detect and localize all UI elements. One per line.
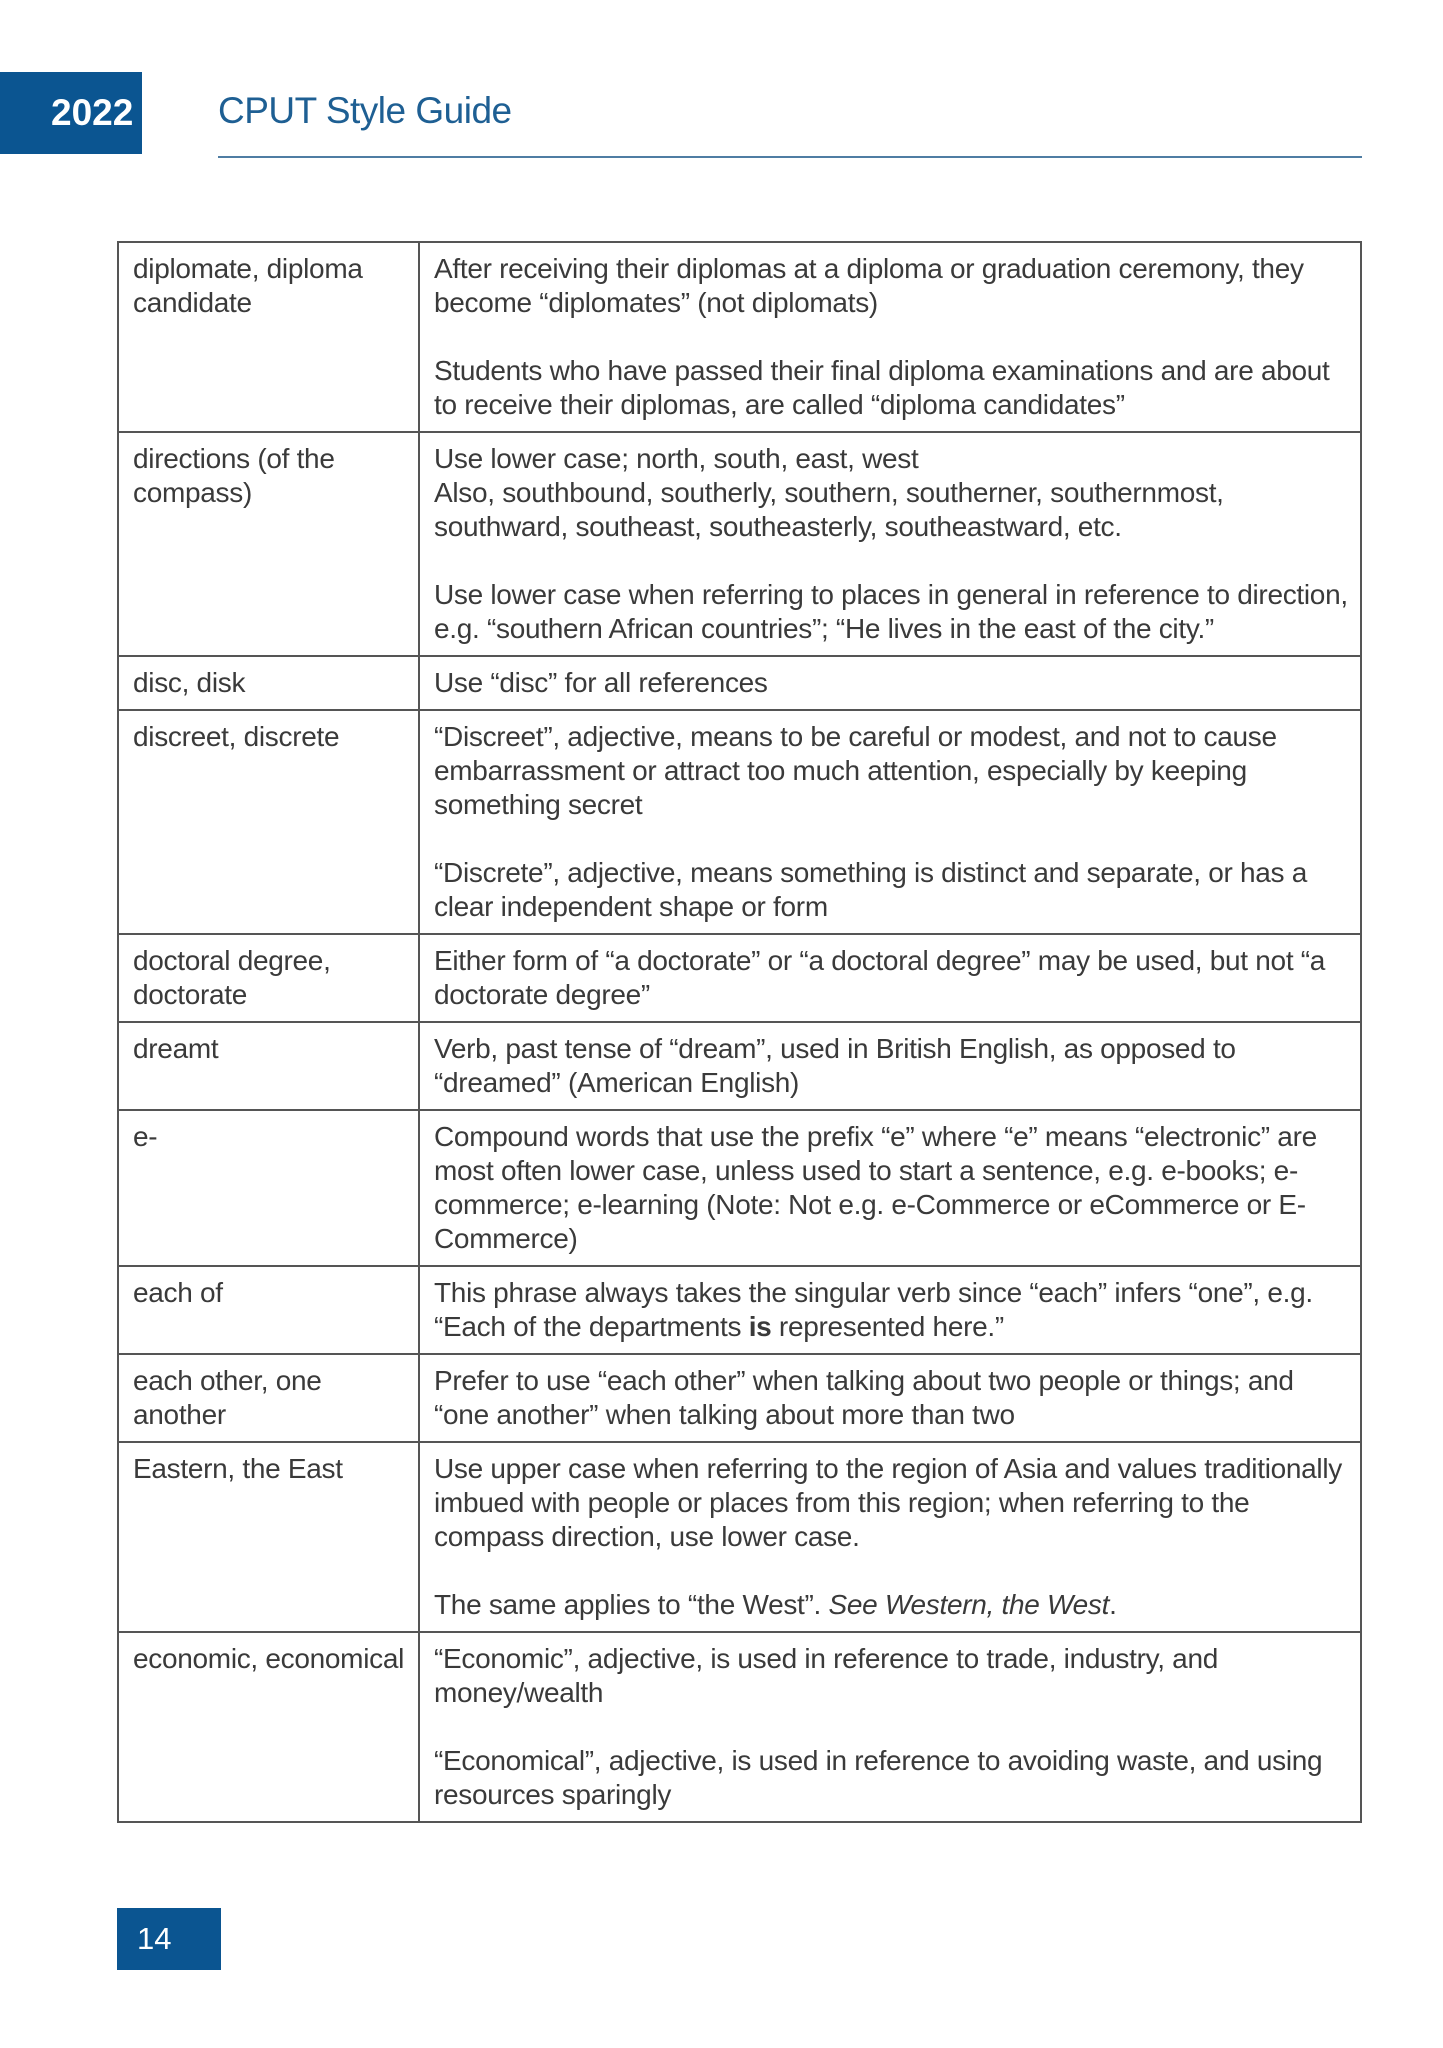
- table-row: discreet, discrete “Discreet”, adjective,…: [117, 709, 1362, 935]
- entry-description: Use lower case; north, south, east, west…: [418, 431, 1362, 657]
- table-row: economic, economical “Economic”, adjectiv…: [117, 1631, 1362, 1823]
- entry-description: “Economic”, adjective, is used in refere…: [418, 1631, 1362, 1823]
- entry-description: This phrase always takes the singular ve…: [418, 1265, 1362, 1355]
- description-paragraph: After receiving their diplomas at a dipl…: [434, 253, 1304, 318]
- year-label: 2022: [51, 92, 134, 133]
- table-row: directions (of the compass) Use lower cas…: [117, 431, 1362, 657]
- entry-description: “Discreet”, adjective, means to be caref…: [418, 709, 1362, 935]
- description-paragraph: Prefer to use “each other” when talking …: [434, 1365, 1294, 1430]
- text-segment: is: [748, 1311, 772, 1342]
- table-row: disc, disk Use “disc” for all references: [117, 655, 1362, 711]
- text-segment: The same applies to “the West”.: [434, 1589, 829, 1620]
- entry-description: Compound words that use the prefix “e” w…: [418, 1109, 1362, 1267]
- description-paragraph: Either form of “a doctorate” or “a docto…: [434, 945, 1326, 1010]
- entry-term: discreet, discrete: [117, 709, 420, 935]
- table-row: doctoral degree, doctorate Either form of…: [117, 933, 1362, 1023]
- description-paragraph: Use “disc” for all references: [434, 667, 768, 698]
- entry-term: each of: [117, 1265, 420, 1355]
- text-segment: See Western, the West: [828, 1589, 1110, 1620]
- header-divider: [218, 156, 1362, 158]
- page-number-badge: 14: [117, 1908, 221, 1970]
- entry-term: e-: [117, 1109, 420, 1267]
- page-number: 14: [137, 1921, 172, 1956]
- description-paragraph: “Economic”, adjective, is used in refere…: [434, 1643, 1218, 1708]
- description-paragraph: “Economical”, adjective, is used in refe…: [434, 1745, 1323, 1810]
- entry-term: dreamt: [117, 1021, 420, 1111]
- table-row: diplomate, diploma candidate After receiv…: [117, 241, 1362, 433]
- description-paragraph: Verb, past tense of “dream”, used in Bri…: [434, 1033, 1236, 1098]
- entry-term: diplomate, diploma candidate: [117, 241, 420, 433]
- entry-description: Use upper case when referring to the reg…: [418, 1441, 1362, 1633]
- entry-description: Either form of “a doctorate” or “a docto…: [418, 933, 1362, 1023]
- table-row: dreamt Verb, past tense of “dream”, used …: [117, 1021, 1362, 1111]
- table-row: Eastern, the East Use upper case when ref…: [117, 1441, 1362, 1633]
- entry-description: After receiving their diplomas at a dipl…: [418, 241, 1362, 433]
- table-row: each other, one another Prefer to use “ea…: [117, 1353, 1362, 1443]
- description-paragraph: Use lower case; north, south, east, west…: [434, 443, 1224, 542]
- description-paragraph: “Discrete”, adjective, means something i…: [434, 857, 1307, 922]
- entry-term: economic, economical: [117, 1631, 420, 1823]
- description-paragraph: Students who have passed their final dip…: [434, 355, 1330, 420]
- description-paragraph: This phrase always takes the singular ve…: [434, 1276, 1350, 1344]
- year-badge: 2022: [0, 72, 142, 154]
- description-paragraph: Use lower case when referring to places …: [434, 579, 1348, 644]
- entry-term: doctoral degree, doctorate: [117, 933, 420, 1023]
- entry-description: Use “disc” for all references: [418, 655, 1362, 711]
- entry-term: disc, disk: [117, 655, 420, 711]
- text-segment: represented here.”: [771, 1311, 1004, 1342]
- table-row: each of This phrase always takes the sing…: [117, 1265, 1362, 1355]
- description-paragraph: The same applies to “the West”. See West…: [434, 1588, 1350, 1622]
- document-title: CPUT Style Guide: [218, 90, 512, 131]
- table-row: e- Compound words that use the prefix “e”…: [117, 1109, 1362, 1267]
- style-guide-table: diplomate, diploma candidate After receiv…: [117, 241, 1362, 1823]
- description-paragraph: “Discreet”, adjective, means to be caref…: [434, 721, 1277, 820]
- text-segment: .: [1109, 1589, 1117, 1620]
- entry-description: Prefer to use “each other” when talking …: [418, 1353, 1362, 1443]
- text-segment: This phrase always takes the singular ve…: [434, 1277, 1313, 1342]
- entry-term: each other, one another: [117, 1353, 420, 1443]
- description-paragraph: Use upper case when referring to the reg…: [434, 1453, 1342, 1552]
- entry-description: Verb, past tense of “dream”, used in Bri…: [418, 1021, 1362, 1111]
- entry-term: directions (of the compass): [117, 431, 420, 657]
- description-paragraph: Compound words that use the prefix “e” w…: [434, 1121, 1317, 1254]
- entry-term: Eastern, the East: [117, 1441, 420, 1633]
